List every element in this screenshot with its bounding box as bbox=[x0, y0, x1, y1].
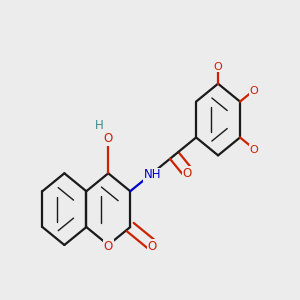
Text: O: O bbox=[104, 240, 113, 253]
Text: O: O bbox=[250, 86, 258, 96]
Text: NH: NH bbox=[143, 168, 161, 181]
Text: O: O bbox=[183, 167, 192, 180]
Text: O: O bbox=[104, 133, 113, 146]
Text: O: O bbox=[214, 62, 222, 72]
Text: O: O bbox=[250, 145, 258, 155]
Text: O: O bbox=[148, 240, 157, 253]
Text: H: H bbox=[95, 119, 103, 132]
